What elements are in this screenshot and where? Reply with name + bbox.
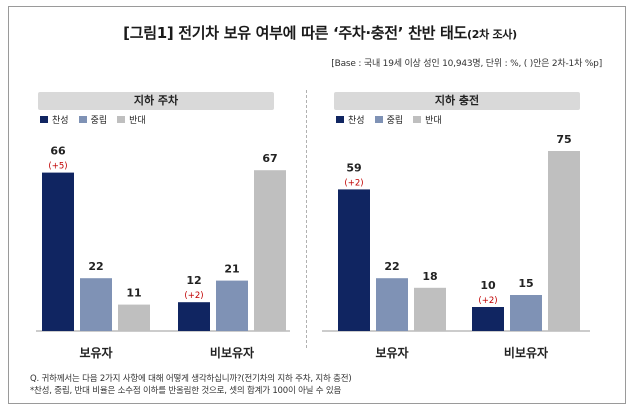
figure-title: [그림1] 전기차 보유 여부에 따른 ‘주차·충전’ 찬반 태도(2차 조사): [0, 22, 640, 43]
legend-swatch: [117, 116, 126, 123]
bar-반대: [118, 304, 150, 331]
category-label: 보유자: [79, 345, 112, 360]
legend-label: 중립: [90, 116, 108, 126]
legend-item: 중립: [78, 113, 108, 126]
data-label: 75: [556, 133, 571, 146]
base-note: [Base : 국내 19세 이상 성인 10,943명, 단위 : %, ( …: [331, 59, 602, 69]
footnote-question: Q. 귀하께서는 다음 2가지 사항에 대해 어떻게 생각하십니까?(전기차의 …: [30, 374, 352, 384]
data-label: 10: [480, 279, 496, 292]
bar-중립: [80, 278, 112, 331]
legend-item: 찬성: [336, 113, 365, 126]
bar-중립: [510, 295, 542, 331]
change-label: (+2): [478, 296, 497, 306]
data-label: 12: [186, 274, 201, 287]
bar-찬성: [42, 172, 74, 331]
panel-header-charging: 지하 충전: [334, 92, 580, 110]
legend-item: 반대: [117, 113, 146, 126]
change-label: (+2): [184, 291, 203, 301]
legend-swatch: [336, 116, 344, 123]
data-label: 21: [224, 263, 239, 276]
change-label: (+2): [344, 178, 363, 188]
data-label: 66: [50, 145, 66, 158]
legend-item: 반대: [413, 113, 442, 126]
legend-swatch: [413, 116, 422, 123]
title-sub: (2차 조사): [467, 28, 517, 41]
data-label: 59: [346, 161, 361, 174]
legend-label: 반대: [129, 116, 146, 126]
data-label: 18: [422, 270, 437, 283]
data-label: 22: [384, 260, 399, 273]
data-label: 11: [126, 287, 141, 300]
data-label: 67: [262, 152, 277, 165]
bar-중립: [376, 278, 408, 331]
bar-찬성: [178, 302, 210, 331]
legend-item: 중립: [374, 113, 404, 126]
figure-frame: [8, 6, 626, 404]
bar-중립: [216, 280, 248, 331]
category-label: 비보유자: [210, 345, 254, 360]
bar-반대: [548, 151, 580, 331]
data-label: 22: [88, 260, 103, 273]
category-label: 보유자: [375, 345, 408, 360]
legend-charging: 찬성 중립 반대: [336, 113, 442, 126]
legend-swatch: [78, 116, 87, 123]
category-label: 비보유자: [504, 345, 548, 360]
legend-label: 찬성: [52, 116, 69, 126]
legend-label: 중립: [386, 116, 404, 126]
legend-swatch: [40, 116, 48, 123]
legend-label: 찬성: [348, 116, 365, 126]
data-label: 15: [518, 277, 533, 290]
panel-divider: [306, 90, 307, 348]
bar-찬성: [472, 307, 504, 331]
bar-반대: [414, 287, 446, 331]
bar-찬성: [338, 189, 370, 331]
legend-item: 찬성: [40, 113, 69, 126]
title-main: [그림1] 전기차 보유 여부에 따른 ‘주차·충전’ 찬반 태도: [123, 24, 468, 42]
legend-label: 반대: [425, 116, 442, 126]
legend-parking: 찬성 중립 반대: [40, 113, 146, 126]
bar-반대: [254, 170, 286, 331]
legend-swatch: [374, 116, 383, 123]
panel-header-parking: 지하 주차: [38, 92, 274, 110]
footnote-note: *찬성, 중립, 반대 비율은 소수점 이하를 반올림한 것으로, 셋의 합계가…: [30, 386, 342, 396]
change-label: (+5): [48, 162, 67, 172]
